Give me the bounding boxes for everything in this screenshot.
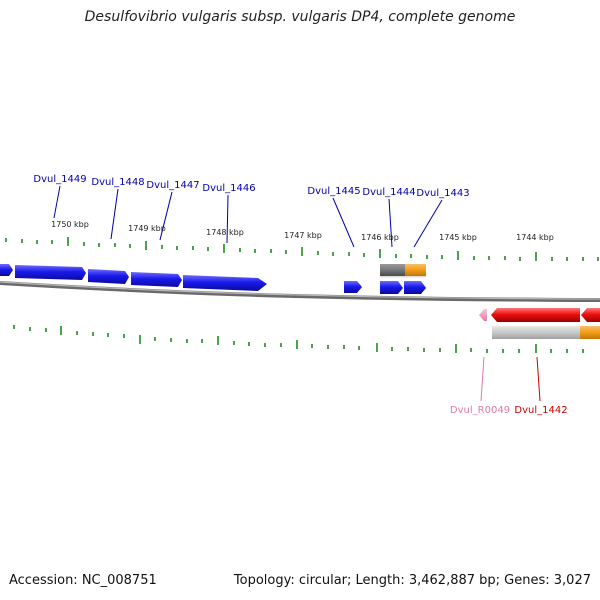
gene-label[interactable]: Dvul_1442 — [514, 405, 567, 416]
gene-label[interactable]: Dvul_1447 — [146, 180, 199, 191]
gene-label[interactable]: Dvul_1446 — [202, 183, 255, 194]
scale-label: 1747 kbp — [284, 231, 322, 240]
gene-arrow-forward[interactable] — [131, 272, 182, 287]
scale-label: 1750 kbp — [51, 220, 89, 229]
genome-backbone-highlight — [0, 281, 600, 300]
scale-label: 1745 kbp — [439, 233, 477, 242]
scale-label: 1746 kbp — [361, 233, 399, 242]
map-title: Desulfovibrio vulgaris subsp. vulgaris D… — [84, 9, 516, 25]
gene-arrow-forward[interactable] — [380, 281, 403, 294]
gene-label[interactable]: Dvul_1448 — [91, 177, 144, 188]
gene-arrow-reverse[interactable] — [581, 308, 600, 322]
gene-arrow-forward[interactable] — [404, 281, 426, 294]
gene-arrow-reverse[interactable] — [491, 308, 580, 322]
gene-arrow-forward[interactable] — [0, 264, 13, 276]
feature-bar-shadow — [380, 276, 426, 278]
scale-label: 1744 kbp — [516, 233, 554, 242]
callout-line-rna — [480, 356, 485, 402]
gene-label[interactable]: Dvul_1443 — [416, 188, 469, 199]
gene-label[interactable]: Dvul_R0049 — [450, 405, 510, 416]
feature-bar-lightgray — [492, 326, 580, 339]
genome-backbone — [0, 281, 600, 302]
rna-arrow-reverse[interactable] — [479, 309, 487, 321]
gene-label[interactable]: Dvul_1444 — [362, 187, 415, 198]
scale-label: 1748 kbp — [206, 228, 244, 237]
callout-line-reverse — [536, 356, 541, 402]
lower-tick-track — [13, 325, 584, 353]
gene-arrow-forward[interactable] — [88, 269, 129, 284]
scale-label: 1749 kbp — [128, 224, 166, 233]
callout-lines-forward — [53, 185, 443, 248]
genome-summary-text: Topology: circular; Length: 3,462,887 bp… — [233, 573, 591, 588]
gene-arrow-forward[interactable] — [183, 275, 267, 291]
feature-bar-orange — [405, 264, 426, 276]
feature-bar-gray — [380, 264, 405, 276]
gene-label[interactable]: Dvul_1445 — [307, 186, 360, 197]
gene-arrow-forward[interactable] — [344, 281, 362, 293]
feature-bar-orange — [580, 326, 600, 339]
accession-text: Accession: NC_008751 — [9, 573, 157, 588]
gene-arrow-forward[interactable] — [15, 265, 86, 280]
gene-label[interactable]: Dvul_1449 — [33, 174, 86, 185]
upper-tick-track — [5, 237, 599, 261]
